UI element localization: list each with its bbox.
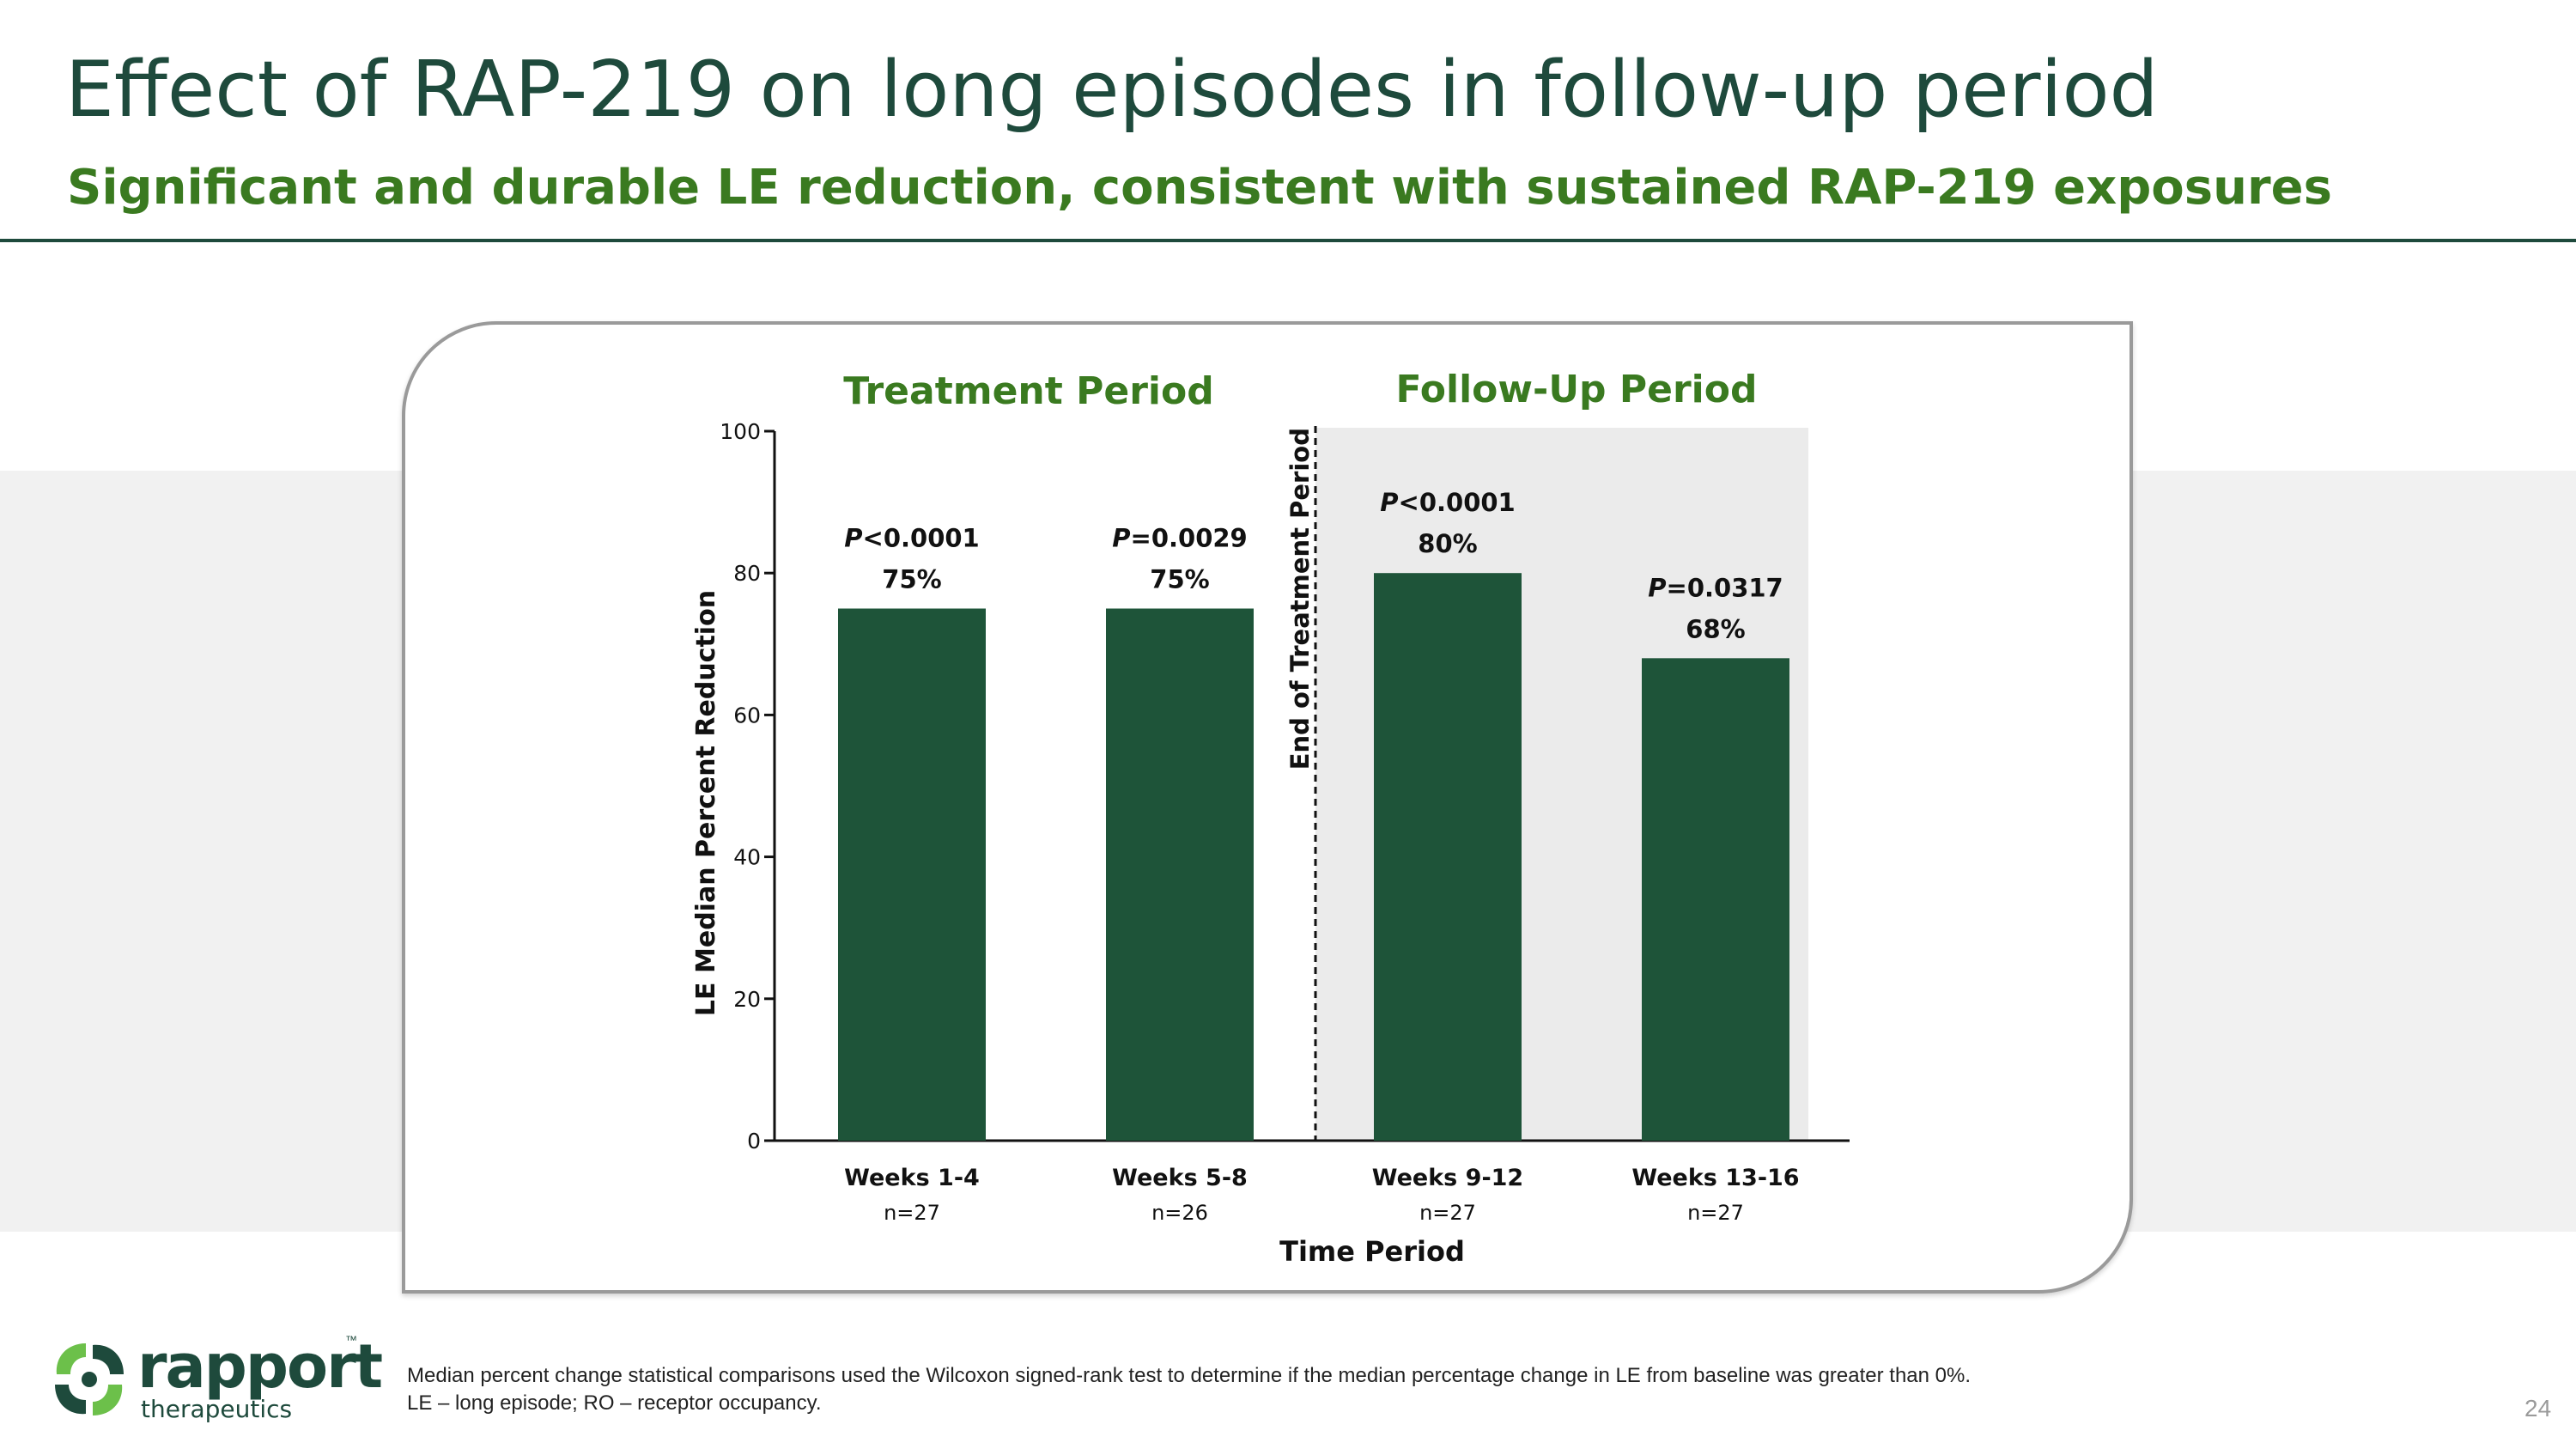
chart-card: Treatment Period Follow-Up Period 0 20 40 60 8… [402,321,2133,1294]
bar [1106,608,1254,1141]
bar-value-label: 75% [1150,565,1209,594]
bar [1374,573,1522,1141]
bar-value-label: 68% [1686,614,1745,643]
x-n-label: n=27 [1419,1201,1476,1225]
footnote-line-1: Median percent change statistical compar… [407,1364,1971,1387]
bar-p-value-label: P<0.0001 [844,524,979,553]
bar [838,608,986,1141]
x-n-label: n=26 [1151,1201,1208,1225]
bar-chart: Treatment Period Follow-Up Period 0 20 40 60 8… [691,368,1850,1268]
footnote: Median percent change statistical compar… [407,1362,1971,1417]
y-tick-label: 20 [733,987,761,1012]
y-tick-label: 0 [747,1129,761,1154]
bar-p-value-label: P=0.0029 [1112,524,1247,553]
x-tick-label: Weeks 9-12 [1372,1165,1523,1191]
x-tick-label: Weeks 13-16 [1631,1165,1799,1191]
y-tick-label: 60 [733,703,761,728]
bar-p-value-label: P=0.0317 [1648,573,1783,602]
bar [1642,658,1789,1141]
bar-value-label: 75% [882,565,941,594]
footnote-line-2: LE – long episode; RO – receptor occupan… [407,1391,822,1415]
y-tick-label: 80 [733,561,761,586]
page-number: 24 [2524,1395,2552,1422]
slide-title: Effect of RAP-219 on long episodes in fo… [65,45,2159,135]
rapport-logo-icon [55,1343,124,1416]
y-tick-label: 100 [720,419,761,444]
logo-wordmark: rapport [137,1331,383,1402]
slide-subtitle: Significant and durable LE reduction, co… [67,160,2332,216]
logo-trademark: ™ [345,1333,357,1347]
bar-value-label: 80% [1418,529,1477,558]
x-n-label: n=27 [884,1201,940,1225]
x-n-label: n=27 [1687,1201,1744,1225]
period-label-treatment: Treatment Period [843,369,1213,413]
logo-subtext: therapeutics [141,1395,293,1423]
bar-p-value-label: P<0.0001 [1380,488,1515,517]
divider-label: End of Treatment Period [1285,428,1315,770]
period-label-followup: Follow-Up Period [1396,368,1758,411]
x-tick-label: Weeks 1-4 [844,1165,980,1191]
y-tick-label: 40 [733,845,761,870]
title-rule [0,239,2576,242]
y-axis-label: LE Median Percent Reduction [691,590,721,1016]
x-axis-label: Time Period [1279,1235,1465,1268]
x-tick-label: Weeks 5-8 [1112,1165,1248,1191]
company-logo: rapport ™ therapeutics [48,1331,383,1423]
